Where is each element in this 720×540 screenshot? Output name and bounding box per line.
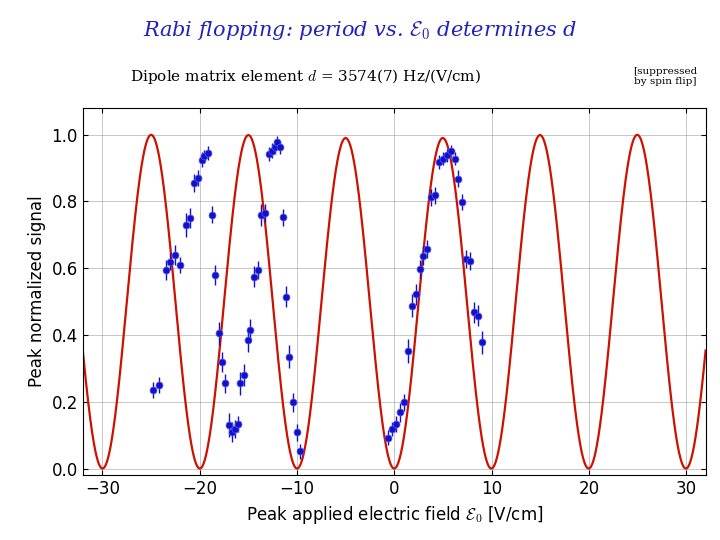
Text: Dipole matrix element $d$ = 3574(7) Hz/(V/cm): Dipole matrix element $d$ = 3574(7) Hz/(… (130, 68, 481, 86)
Text: [suppressed
by spin flip]: [suppressed by spin flip] (634, 67, 698, 86)
Text: Rabi flopping: period vs. $\mathcal{E}_0$ determines d: Rabi flopping: period vs. $\mathcal{E}_0… (143, 19, 577, 42)
X-axis label: Peak applied electric field $\mathcal{E}_0$ [V/cm]: Peak applied electric field $\mathcal{E}… (246, 504, 543, 525)
Y-axis label: Peak normalized signal: Peak normalized signal (28, 196, 46, 387)
